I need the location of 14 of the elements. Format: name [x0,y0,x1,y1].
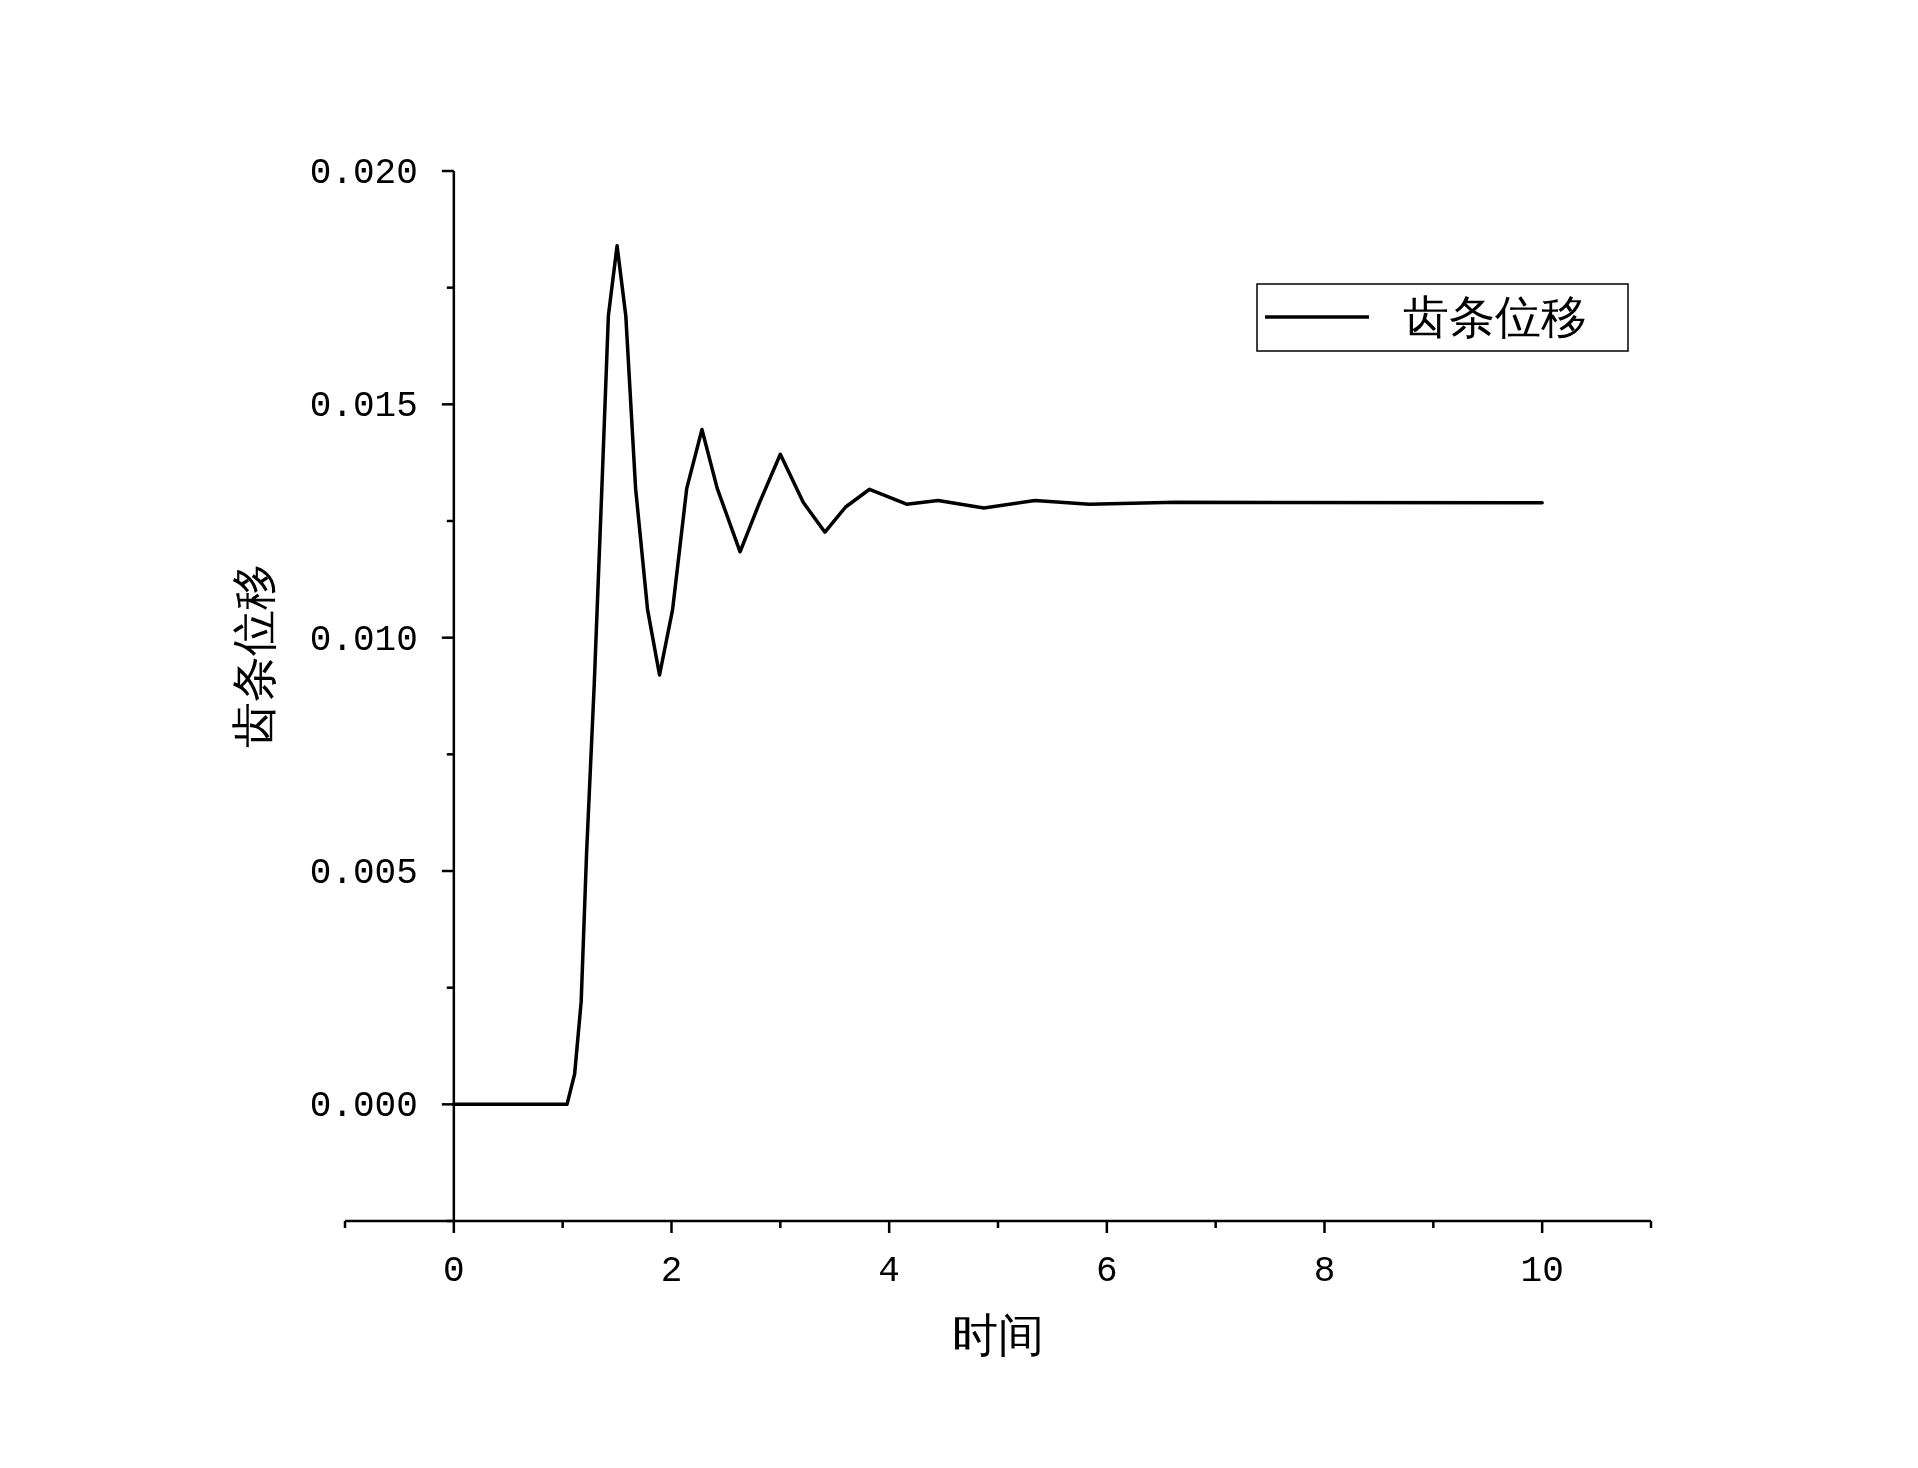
x-tick-label: 2 [660,1251,683,1292]
x-axis-title: 时间 [952,1310,1044,1361]
y-tick-label: 0.020 [309,153,418,194]
y-tick-label: 0.000 [309,1086,418,1128]
x-tick-label: 6 [1096,1251,1118,1292]
x-tick-label: 4 [878,1251,900,1292]
legend-label: 齿条位移 [1403,292,1587,343]
x-tick-label: 10 [1520,1251,1564,1292]
y-axis-title: 齿条位移 [229,564,280,748]
y-tick-label: 0.015 [309,386,418,428]
x-tick-label: 8 [1313,1251,1336,1292]
y-tick-label: 0.010 [309,619,418,661]
y-tick-label: 0.005 [309,853,418,894]
x-tick-label: 0 [443,1251,465,1292]
